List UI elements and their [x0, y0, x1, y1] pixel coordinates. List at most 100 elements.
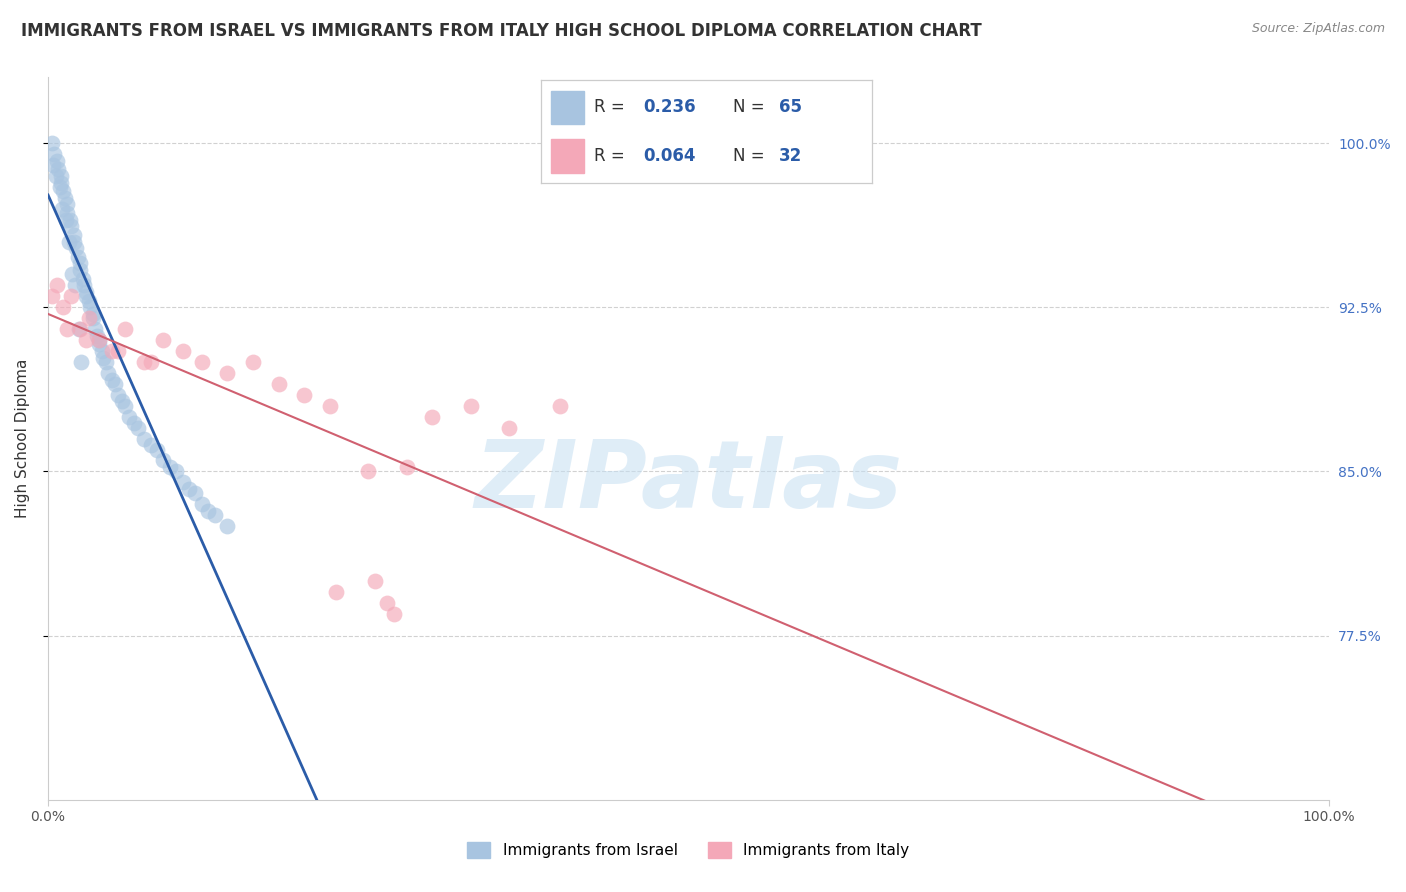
Point: [90, 344, 112, 359]
Point: [217, 519, 239, 533]
Point: [51, 202, 73, 216]
Point: [70, 355, 93, 369]
Point: [58, 235, 80, 249]
Point: [114, 322, 136, 336]
Text: 65: 65: [779, 98, 803, 117]
Point: [89, 333, 111, 347]
Point: [69, 322, 91, 336]
Point: [107, 388, 129, 402]
Point: [44, 147, 66, 161]
Point: [139, 355, 162, 369]
Point: [127, 420, 149, 434]
Point: [67, 322, 90, 336]
Point: [76, 333, 98, 347]
Point: [79, 300, 101, 314]
Point: [184, 486, 207, 500]
Point: [242, 355, 264, 369]
Point: [41, 289, 63, 303]
Bar: [551, 91, 585, 124]
Point: [460, 399, 482, 413]
Point: [46, 162, 69, 177]
Text: R =: R =: [595, 146, 630, 165]
Point: [77, 311, 100, 326]
Point: [319, 399, 342, 413]
Point: [52, 184, 75, 198]
Point: [52, 300, 75, 314]
Point: [325, 584, 347, 599]
Point: [132, 432, 155, 446]
Point: [84, 322, 107, 336]
Point: [62, 235, 84, 249]
Point: [55, 212, 77, 227]
Point: [118, 409, 141, 424]
Point: [49, 176, 72, 190]
Point: [46, 278, 69, 293]
Point: [152, 333, 174, 347]
Legend: Immigrants from Israel, Immigrants from Italy: Immigrants from Israel, Immigrants from …: [461, 836, 915, 864]
Text: N =: N =: [733, 98, 770, 117]
Point: [63, 278, 86, 293]
Point: [395, 460, 418, 475]
Point: [53, 191, 76, 205]
Point: [56, 197, 79, 211]
Text: R =: R =: [595, 98, 630, 117]
Point: [172, 475, 194, 490]
Point: [69, 256, 91, 270]
Point: [111, 394, 134, 409]
Point: [104, 376, 127, 391]
Point: [197, 504, 219, 518]
Point: [65, 241, 87, 255]
Point: [76, 285, 98, 299]
Text: 0.236: 0.236: [644, 98, 696, 117]
Point: [357, 465, 380, 479]
Point: [60, 219, 83, 234]
Point: [82, 311, 104, 326]
Point: [146, 442, 169, 457]
Point: [82, 307, 104, 321]
Text: 0.064: 0.064: [644, 146, 696, 165]
Point: [498, 420, 520, 434]
Point: [56, 322, 79, 336]
Point: [49, 169, 72, 183]
Text: Source: ZipAtlas.com: Source: ZipAtlas.com: [1251, 22, 1385, 36]
Point: [46, 153, 69, 168]
Point: [91, 351, 114, 365]
Point: [69, 263, 91, 277]
Point: [132, 355, 155, 369]
Point: [292, 388, 315, 402]
Point: [72, 272, 94, 286]
Point: [172, 344, 194, 359]
Point: [45, 169, 67, 183]
Point: [42, 158, 65, 172]
Text: N =: N =: [733, 146, 770, 165]
Point: [377, 596, 399, 610]
Point: [94, 355, 117, 369]
Point: [73, 278, 96, 293]
Point: [101, 372, 124, 386]
Point: [190, 355, 212, 369]
Text: 32: 32: [779, 146, 803, 165]
Text: IMMIGRANTS FROM ISRAEL VS IMMIGRANTS FROM ITALY HIGH SCHOOL DIPLOMA CORRELATION : IMMIGRANTS FROM ISRAEL VS IMMIGRANTS FRO…: [21, 22, 981, 40]
Y-axis label: High School Diploma: High School Diploma: [15, 359, 30, 518]
Point: [114, 399, 136, 413]
Text: ZIPatlas: ZIPatlas: [474, 436, 903, 528]
Point: [363, 574, 385, 588]
Point: [217, 366, 239, 380]
Point: [107, 344, 129, 359]
Point: [177, 482, 200, 496]
Point: [66, 250, 89, 264]
Point: [76, 289, 98, 303]
Point: [159, 460, 181, 475]
Point: [139, 438, 162, 452]
Point: [62, 227, 84, 242]
Point: [97, 366, 120, 380]
Point: [420, 409, 443, 424]
Point: [190, 497, 212, 511]
Point: [204, 508, 226, 523]
Point: [41, 136, 63, 150]
Point: [101, 344, 124, 359]
Point: [56, 206, 79, 220]
Point: [48, 180, 70, 194]
Point: [89, 337, 111, 351]
Point: [86, 328, 108, 343]
